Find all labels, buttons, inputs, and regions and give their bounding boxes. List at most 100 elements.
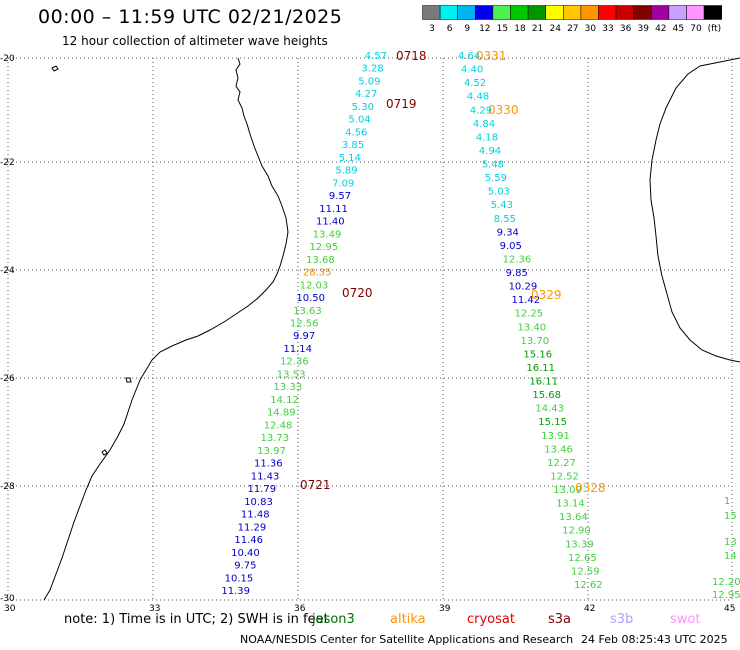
legend-swatch xyxy=(527,5,546,20)
swh-value-label: 12.27 xyxy=(547,458,576,469)
swh-value-label: 16.11 xyxy=(529,377,558,388)
swh-value-label: 5.04 xyxy=(348,115,370,126)
swh-value-label: 12.36 xyxy=(280,357,309,368)
pass-time-label: 0720 xyxy=(342,286,373,300)
lon-tick-label: 30 xyxy=(4,604,16,614)
swh-value-label: 11.29 xyxy=(238,522,267,533)
swh-value-label: 7.09 xyxy=(332,178,354,189)
coastline-islet xyxy=(101,449,108,456)
swh-value-label: 3.85 xyxy=(342,140,364,151)
pass-time-label: 0331 xyxy=(476,49,507,63)
swh-value-label: 5.43 xyxy=(491,200,513,211)
swh-value-label: 5.30 xyxy=(352,102,374,113)
swh-value-label: 12.48 xyxy=(264,420,293,431)
page-title: 00:00 – 11:59 UTC 02/21/2025 xyxy=(38,6,343,28)
legend-swatch xyxy=(439,5,458,20)
legend-swatch xyxy=(510,5,529,20)
swh-value-label: 12.59 xyxy=(571,566,600,577)
legend-label: 21 xyxy=(532,24,543,34)
swh-value-label-edge: 12.95 xyxy=(712,590,740,601)
swh-value-label: 11.42 xyxy=(512,295,541,306)
legend-label: 39 xyxy=(637,24,649,34)
swh-value-label: 4.18 xyxy=(476,132,498,143)
pass-time-label: 0330 xyxy=(488,103,519,117)
swh-value-label: 5.48 xyxy=(482,160,504,171)
lat-tick-label: -28 xyxy=(0,482,15,492)
coastline xyxy=(43,57,740,601)
swh-value-label: 11.11 xyxy=(319,204,348,215)
swh-value-label: 10.15 xyxy=(225,573,254,584)
swh-value-label: 13.97 xyxy=(257,446,286,457)
swh-value-label: 5.14 xyxy=(339,153,361,164)
swh-value-label: 13.91 xyxy=(541,431,570,442)
swh-value-label: 4.52 xyxy=(464,78,486,89)
swh-value-label: 13.53 xyxy=(277,369,306,380)
swh-value-label: 11.43 xyxy=(251,471,280,482)
swh-value-label: 4.40 xyxy=(461,65,483,76)
lon-tick-label: 36 xyxy=(294,604,306,614)
swh-value-label: 13.14 xyxy=(556,499,585,510)
swh-value-label: 13.40 xyxy=(517,322,546,333)
pass-time-label: 0329 xyxy=(531,288,562,302)
color-legend: 3 6 9 12 15 18 21 24 27 30 33 36 39 42 45 70 (ft) xyxy=(422,5,722,34)
legend-swatch xyxy=(686,5,705,20)
swh-value-label: 11.46 xyxy=(234,535,263,546)
lat-tick-label: -26 xyxy=(0,374,15,384)
satellite-label-cryosat: cryosat xyxy=(467,612,515,627)
swh-value-label: 11.48 xyxy=(241,510,270,521)
coastline-islet xyxy=(125,377,132,383)
legend-label: 30 xyxy=(585,24,597,34)
coastline-madagascar xyxy=(649,57,740,363)
swh-value-label: 11.14 xyxy=(283,344,312,355)
swh-value-label: 5.03 xyxy=(488,187,510,198)
coastline-africa-mozambique xyxy=(43,57,289,601)
swh-value-label: 13.68 xyxy=(306,255,335,266)
swh-value-label: 4.27 xyxy=(355,89,377,100)
swh-value-label-edge: 12.20 xyxy=(712,577,740,588)
swh-value-label: 12.95 xyxy=(309,242,338,253)
lat-tick-label: -30 xyxy=(0,594,15,604)
swh-value-label: 13.39 xyxy=(565,539,594,550)
swh-value-label: 9.05 xyxy=(500,241,522,252)
coastline-islet xyxy=(51,65,59,72)
swh-value-label: 15.16 xyxy=(523,349,552,360)
legend-swatch xyxy=(563,5,582,20)
swh-value-label: 15.68 xyxy=(532,390,561,401)
swh-value-label: 11.36 xyxy=(254,459,283,470)
generation-timestamp: 24 Feb 08:25:43 UTC 2025 xyxy=(581,633,728,646)
swh-value-label: 12.90 xyxy=(562,526,591,537)
swh-value-label: 28.35 xyxy=(303,268,332,279)
swh-value-label: 12.03 xyxy=(300,280,329,291)
page-subtitle: 12 hour collection of altimeter wave hei… xyxy=(62,34,328,48)
swh-value-label: 12.52 xyxy=(550,471,579,482)
legend-label: 45 xyxy=(673,24,684,34)
swh-value-label: 12.56 xyxy=(290,319,319,330)
legend-swatch xyxy=(703,5,722,20)
lat-tick-label: -24 xyxy=(0,266,15,276)
swh-value-label: 8.55 xyxy=(494,214,516,225)
pass-time-label: 0721 xyxy=(300,478,331,492)
swh-value-label: 4.64 xyxy=(458,51,480,62)
swh-value-label: 9.57 xyxy=(329,191,351,202)
satellite-label-s3a: s3a xyxy=(548,612,572,627)
swh-value-label: 13.73 xyxy=(261,433,290,444)
legend-label: 3 xyxy=(429,24,435,34)
swh-value-label: 15.15 xyxy=(538,417,567,428)
map-frame: 30 33 36 39 42 45 -20 -22 -24 -26 -28 -30 xyxy=(0,54,735,614)
lon-tick-label: 33 xyxy=(149,604,160,614)
swh-value-label: 12.65 xyxy=(568,553,597,564)
swh-value-label: 13.64 xyxy=(559,512,588,523)
legend-label: 70 xyxy=(690,24,702,34)
swh-value-label: 10.50 xyxy=(296,293,325,304)
legend-label: 18 xyxy=(514,24,526,34)
legend-label: 12 xyxy=(479,24,490,34)
legend-label: 6 xyxy=(447,24,453,34)
legend-swatch xyxy=(668,5,687,20)
legend-swatch xyxy=(457,5,476,20)
swh-value-label: 13.33 xyxy=(274,382,303,393)
swh-value-label: 14.89 xyxy=(267,408,296,419)
lon-tick-label: 39 xyxy=(439,604,451,614)
lat-tick-label: -20 xyxy=(0,54,15,64)
satellite-label-altika: altika xyxy=(390,612,426,627)
